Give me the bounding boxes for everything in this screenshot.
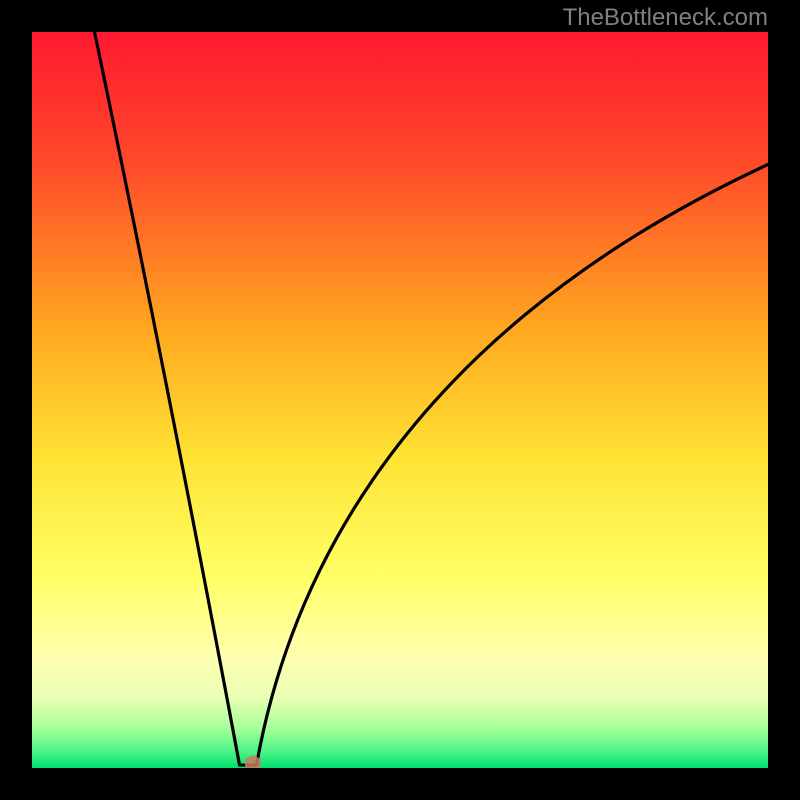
bottleneck-curve [32, 32, 768, 768]
bottleneck-curve-path [95, 32, 768, 765]
watermark-label: TheBottleneck.com [563, 4, 768, 32]
chart-frame [32, 32, 768, 768]
